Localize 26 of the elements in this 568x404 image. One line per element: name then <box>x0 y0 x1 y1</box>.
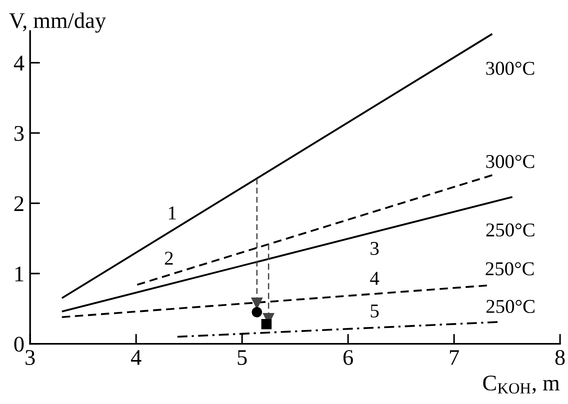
point <box>252 307 262 318</box>
y-tick-label: 2 <box>14 196 24 211</box>
y-tick-label: 3 <box>14 126 24 141</box>
annotation: 250°C <box>486 300 534 313</box>
x-tick-label: 7 <box>450 350 459 365</box>
x-tick-label: 8 <box>555 350 565 365</box>
annotation: 300°C <box>486 154 534 168</box>
annotation: 2 <box>164 252 173 265</box>
point <box>251 297 262 309</box>
y-axis-title: V, mm/day <box>9 12 106 33</box>
annotation: 4 <box>370 272 380 285</box>
x-tick-label: 5 <box>238 350 247 365</box>
annotation: 3 <box>370 242 379 255</box>
annotation: 250°C <box>486 262 534 276</box>
annotation: 1 <box>168 206 176 220</box>
x-tick-label: 3 <box>26 350 35 365</box>
annotation: 300°C <box>486 62 534 75</box>
y-tick-label: 1 <box>15 266 24 282</box>
y-tick-label: 0 <box>14 336 24 352</box>
annotation: 250°C <box>486 223 534 237</box>
x-axis-title: C$_{KOH}$, m <box>483 376 560 394</box>
annotation: 5 <box>370 304 379 318</box>
point <box>261 318 272 330</box>
x-tick-label: 6 <box>343 350 353 365</box>
y-tick-label: 4 <box>14 56 24 70</box>
x-tick-label: 4 <box>130 350 142 365</box>
